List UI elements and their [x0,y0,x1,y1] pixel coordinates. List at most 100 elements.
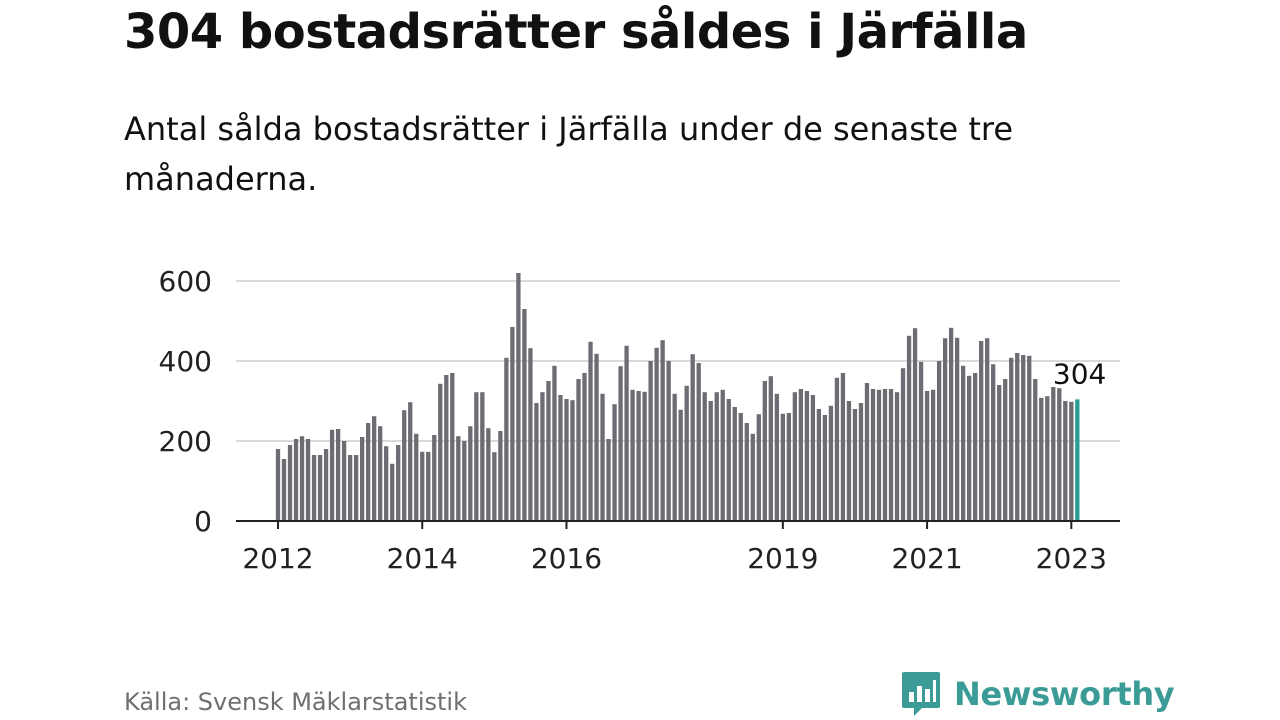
x-tick-label-2012: 2012 [242,542,313,575]
bar [756,414,761,521]
bar [654,347,659,521]
bar [323,449,329,521]
bar [420,451,425,521]
bar [359,437,365,521]
bar [498,431,503,521]
bar [582,373,587,521]
bar [408,402,413,521]
bar [948,327,954,521]
bar [317,455,323,521]
bar [1051,387,1056,521]
x-tick-label-2016: 2016 [531,542,602,575]
bar [936,361,942,521]
bar [558,395,563,521]
bar [305,439,311,521]
bar [804,391,810,521]
bar [522,309,527,521]
bar [924,391,930,521]
bar [786,413,791,521]
bar [287,445,293,521]
bar [762,381,767,521]
bar [672,393,677,521]
y-tick-label-200: 200 [159,425,212,458]
bar [720,389,725,521]
bar [450,373,455,521]
bar [540,392,545,521]
bar [335,429,341,521]
bar [570,400,575,521]
bar [528,348,533,521]
bar [275,449,281,521]
bar [858,403,864,521]
bar [552,365,557,521]
bar [1015,353,1020,521]
bar [648,361,653,521]
bar [985,338,990,521]
bar [576,379,581,521]
gridlines [236,280,1120,442]
bar [973,373,978,521]
bar [894,392,900,521]
bar [444,375,449,521]
bar [396,445,401,521]
bar [299,436,305,521]
bar [462,441,467,521]
bar [810,395,816,521]
bar [954,337,960,521]
bar [347,455,353,521]
bar [1009,357,1014,521]
bar [378,426,383,521]
bar [1063,401,1068,521]
bar [792,392,798,521]
bar [492,452,497,521]
bar [967,375,972,521]
bar [768,376,773,521]
bar [798,389,804,521]
y-tick-label-0: 0 [194,505,212,538]
bar [828,405,834,521]
bar [822,415,828,521]
bar [979,341,984,521]
bar [744,423,749,521]
bar [600,393,605,521]
bar [1045,396,1050,521]
bar [840,373,846,521]
bar [750,433,755,521]
bar [468,426,473,521]
bar [702,392,707,521]
bar [642,391,647,521]
bar [912,328,918,521]
bar [606,439,611,521]
x-tick-label-2023: 2023 [1036,542,1107,575]
brand-name: Newsworthy [954,675,1175,713]
bar [612,404,617,521]
bar [774,393,779,521]
chart-title: 304 bostadsrätter såldes i Järfälla [124,4,1028,60]
source-note: Källa: Svensk Mäklarstatistik [124,688,467,716]
bar [930,389,936,521]
bar [329,429,335,521]
highlight-value-label: 304 [1053,357,1106,390]
bar [624,345,629,521]
bar [888,389,894,521]
bar [486,428,491,521]
bar [1003,379,1008,521]
bar [426,451,431,521]
bar [1027,355,1032,521]
bar-chart-speech-bubble-icon [902,672,940,716]
x-tick-label-2021: 2021 [891,542,962,575]
bar [341,441,347,521]
bar [816,409,822,521]
bar [906,335,912,521]
bar [480,392,485,521]
bar [852,409,858,521]
bar [546,381,551,521]
bar [780,413,785,521]
labels: 0 200 400 600 2012 2014 2016 2019 2021 2023 304 [159,265,1107,575]
bar [900,368,906,521]
bar [942,338,948,521]
bar [281,459,287,521]
bar [726,399,731,521]
bar [1033,379,1038,521]
